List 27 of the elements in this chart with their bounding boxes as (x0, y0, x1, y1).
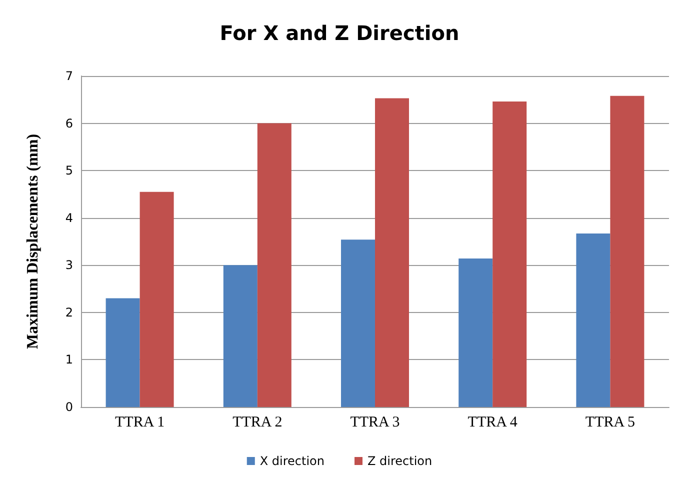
y-tick-label: 2 (65, 305, 73, 320)
bar (223, 265, 258, 407)
bar (576, 233, 610, 407)
bar (375, 98, 409, 407)
x-tick-label: TTRA 2 (232, 414, 282, 430)
y-tick-label: 6 (65, 116, 73, 130)
bar (140, 192, 174, 407)
y-tick-label: 3 (65, 258, 73, 272)
x-tick-label: TTRA 5 (585, 414, 635, 430)
x-tick-label: TTRA 1 (115, 414, 165, 430)
bar (492, 102, 527, 407)
y-tick-label: 0 (65, 400, 73, 414)
y-tick-label: 7 (65, 69, 73, 83)
bar (458, 258, 493, 407)
x-tick-label: TTRA 4 (468, 414, 518, 430)
chart-title: For X and Z Direction (220, 21, 460, 45)
bar (257, 123, 292, 407)
legend-label: Z direction (368, 454, 432, 468)
x-tick-label: TTRA 3 (350, 414, 400, 430)
legend-label: X direction (260, 454, 324, 468)
y-tick-label: 4 (65, 210, 73, 225)
bar (341, 240, 375, 407)
bar (610, 96, 644, 407)
y-tick-label: 1 (65, 352, 73, 367)
bar (106, 298, 140, 407)
y-axis-title: Maximum Displacements (mm) (24, 134, 42, 350)
y-tick-label: 5 (65, 164, 73, 178)
